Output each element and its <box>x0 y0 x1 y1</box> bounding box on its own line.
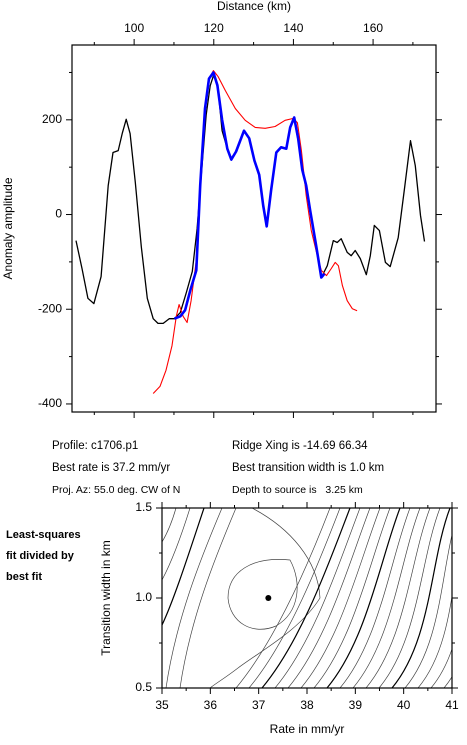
data-line <box>75 72 426 325</box>
contour-line <box>430 647 452 688</box>
y-tick-label: 200 <box>42 112 62 126</box>
info-text: Profile: c1706.p1 <box>52 440 138 452</box>
side-note: Least-squares <box>6 529 81 541</box>
y-tick-label: 1.5 <box>135 500 152 514</box>
y-tick-label: -400 <box>38 396 62 410</box>
contours <box>162 508 467 688</box>
info-text: Proj. Az: 55.0 deg. CW of N <box>52 484 180 496</box>
contour-line <box>227 559 298 630</box>
contour-line <box>313 508 391 688</box>
x-tick-label: 37 <box>252 698 266 712</box>
contour-line <box>248 508 341 688</box>
contour-line <box>378 508 441 688</box>
x-axis-title: Rate in mm/yr <box>270 722 345 736</box>
contour-line <box>261 508 351 688</box>
info-text: Ridge Xing is -14.69 66.34 <box>232 440 368 452</box>
contour-line <box>326 508 401 688</box>
x-axis-title: Distance (km) <box>217 0 291 13</box>
y-axis-title: Transition width in km <box>99 540 113 656</box>
contour-line <box>179 508 237 688</box>
x-tick-label: 41 <box>445 698 459 712</box>
contour-line <box>162 508 191 581</box>
x-tick-label: 140 <box>283 21 303 35</box>
x-tick-label: 39 <box>349 698 363 712</box>
contour-line <box>209 508 321 688</box>
contour-line <box>162 508 177 543</box>
info-text: Best transition width is 1.0 km <box>232 462 384 474</box>
contour-line <box>162 508 205 626</box>
y-tick-label: 0.5 <box>135 680 152 694</box>
best-fit-point <box>265 595 272 601</box>
x-tick-label: 36 <box>204 698 218 712</box>
data-line <box>152 70 358 394</box>
plot-frame <box>71 44 437 413</box>
plot-area <box>75 70 426 394</box>
x-tick-label: 100 <box>124 21 144 35</box>
info-text: Best rate is 37.2 mm/yr <box>52 462 170 474</box>
y-tick-label: -200 <box>38 301 62 315</box>
x-tick-label: 35 <box>155 698 169 712</box>
contour-line <box>352 508 421 688</box>
x-tick-label: 120 <box>204 21 224 35</box>
contour-line <box>235 508 331 688</box>
contour-line <box>365 508 431 688</box>
side-note: fit divided by <box>6 550 75 562</box>
info-text: Depth to source is 3.25 km <box>232 484 363 496</box>
contour-line <box>404 533 452 688</box>
y-axis-title: Anomaly amplitude <box>1 177 15 279</box>
contour-line <box>287 508 371 688</box>
info-block: Profile: c1706.p1 Best rate is 37.2 mm/y… <box>6 440 384 583</box>
contour-line <box>457 508 467 688</box>
y-tick-label: 1.0 <box>135 590 152 604</box>
contour-line <box>165 508 223 688</box>
contour-line <box>300 508 381 688</box>
y-tick-label: 0 <box>55 207 62 221</box>
contour-line <box>339 508 411 688</box>
x-tick-label: 38 <box>300 698 314 712</box>
x-tick-label: 40 <box>397 698 411 712</box>
side-note: best fit <box>6 571 42 583</box>
contour-line <box>391 508 451 688</box>
contour-line <box>274 508 361 688</box>
x-tick-label: 160 <box>363 21 383 35</box>
data-line <box>173 71 326 320</box>
